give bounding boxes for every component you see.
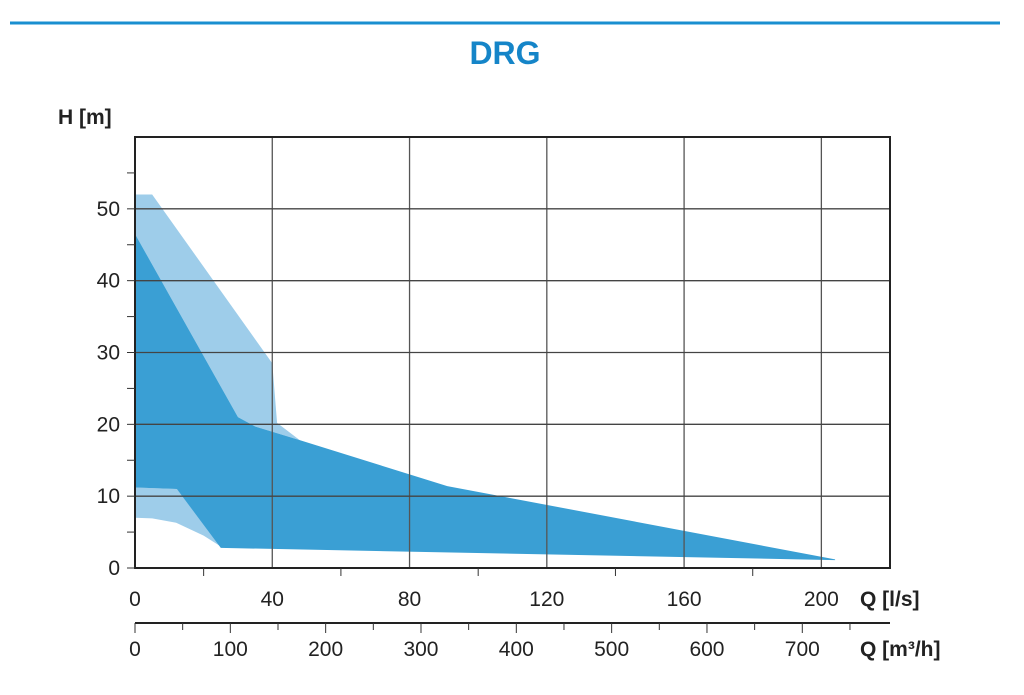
x-axis-label: Q [l/s] xyxy=(860,588,920,611)
x-tick-label: 0 xyxy=(129,588,141,611)
y-tick-label: 50 xyxy=(97,198,120,221)
light-range-area xyxy=(135,194,300,441)
y-tick-label: 20 xyxy=(97,413,120,436)
y-tick-label: 10 xyxy=(97,485,120,508)
x-tick-label: 80 xyxy=(398,588,421,611)
x-tick-label: 200 xyxy=(804,588,839,611)
x2-tick-label: 100 xyxy=(213,638,248,661)
x2-axis-label: Q [m³/h] xyxy=(860,638,940,661)
x2-tick-label: 300 xyxy=(403,638,438,661)
x-tick-label: 160 xyxy=(667,588,702,611)
x2-tick-label: 0 xyxy=(129,638,141,661)
x2-tick-label: 200 xyxy=(308,638,343,661)
x-tick-label: 120 xyxy=(529,588,564,611)
x2-tick-label: 700 xyxy=(785,638,820,661)
chart-title: DRG xyxy=(469,35,540,71)
y-tick-label: 40 xyxy=(97,270,120,293)
y-axis-label: H [m] xyxy=(58,106,112,129)
light-range-area xyxy=(135,487,221,547)
x2-tick-label: 500 xyxy=(594,638,629,661)
dark-range-area xyxy=(135,233,836,561)
x2-tick-label: 600 xyxy=(689,638,724,661)
x-tick-label: 40 xyxy=(261,588,284,611)
y-tick-label: 30 xyxy=(97,342,120,365)
y-tick-label: 0 xyxy=(108,557,120,580)
x2-tick-label: 400 xyxy=(499,638,534,661)
